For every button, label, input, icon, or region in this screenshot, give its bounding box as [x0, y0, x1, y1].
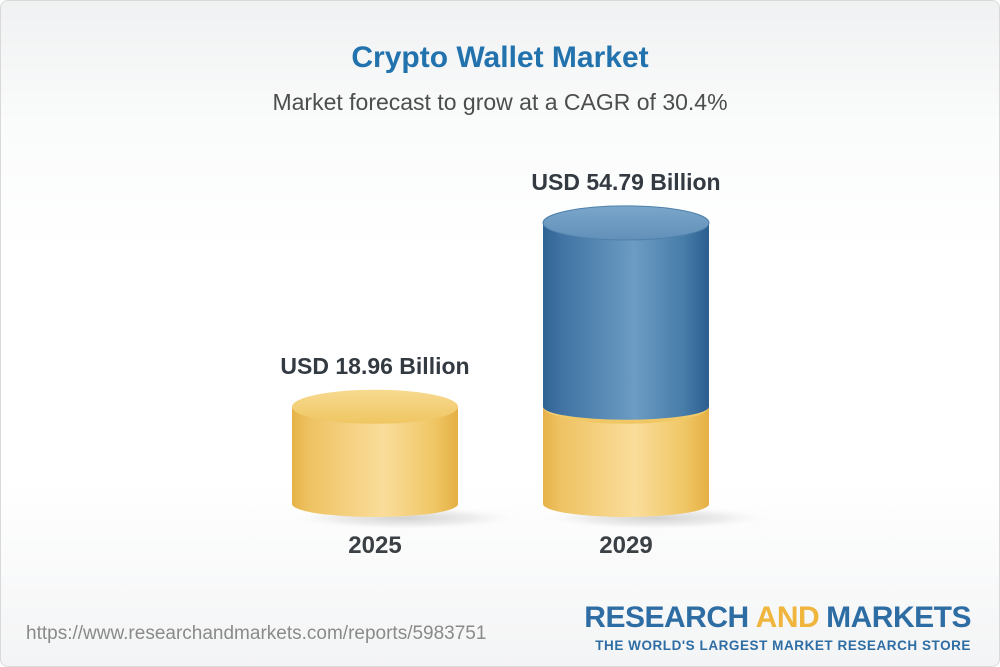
- page-subtitle: Market forecast to grow at a CAGR of 30.…: [272, 89, 728, 115]
- logo-wordmark: RESEARCH AND MARKETS: [584, 603, 971, 633]
- cylinder-top-blue: [542, 205, 710, 241]
- value-label-2025: USD 18.96 Billion: [280, 352, 470, 379]
- cylinder-segment-blue: [543, 222, 709, 420]
- logo-word-markets: MARKETS: [826, 601, 971, 634]
- logo-word-and: AND: [755, 601, 820, 634]
- logo-word-research: RESEARCH: [584, 601, 749, 634]
- report-url: https://www.researchandmarkets.com/repor…: [26, 623, 487, 644]
- cylinder-segment-gold: [543, 406, 709, 517]
- logo-tagline: THE WORLD'S LARGEST MARKET RESEARCH STOR…: [595, 638, 971, 653]
- research-and-markets-logo: RESEARCH AND MARKETS THE WORLD'S LARGEST M…: [584, 603, 971, 653]
- value-label-2029: USD 54.79 Billion: [531, 168, 721, 195]
- cylinder-segment-gold: [292, 406, 458, 517]
- cylinder-top-gold: [292, 389, 458, 424]
- category-label-2029: 2029: [599, 532, 653, 559]
- category-label-2025: 2025: [348, 532, 402, 559]
- page-title: Crypto Wallet Market: [351, 41, 649, 74]
